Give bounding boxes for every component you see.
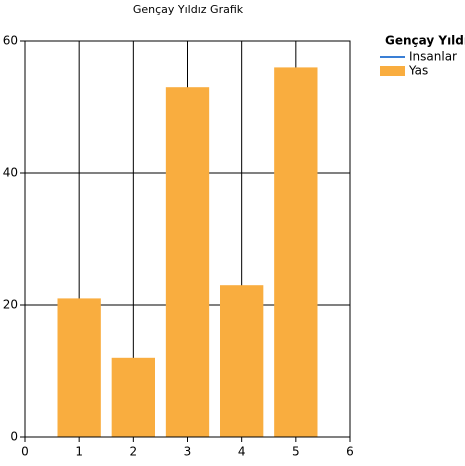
legend-title: Gençay Yıldız <box>385 34 465 48</box>
y-tick-label: 0 <box>10 430 18 444</box>
y-tick-label: 60 <box>3 34 18 48</box>
bar <box>57 298 101 437</box>
bar <box>274 67 318 438</box>
bar <box>165 87 210 437</box>
y-tick-label: 40 <box>3 166 18 180</box>
bar <box>111 357 155 437</box>
chart-title: Gençay Yıldız Grafik <box>133 3 244 16</box>
x-tick-label: 5 <box>292 445 300 459</box>
x-tick-label: 3 <box>184 445 192 459</box>
legend-label: Yas <box>408 64 428 78</box>
legend-swatch <box>380 66 405 76</box>
x-tick-label: 2 <box>130 445 138 459</box>
plot-border <box>24 40 351 438</box>
x-tick-label: 4 <box>238 445 246 459</box>
legend-label: Insanlar <box>409 50 457 64</box>
y-tick-label: 20 <box>3 298 18 312</box>
bar <box>220 285 264 437</box>
x-tick-label: 0 <box>21 445 29 459</box>
x-tick-label: 1 <box>75 445 83 459</box>
x-tick-label: 6 <box>346 445 354 459</box>
